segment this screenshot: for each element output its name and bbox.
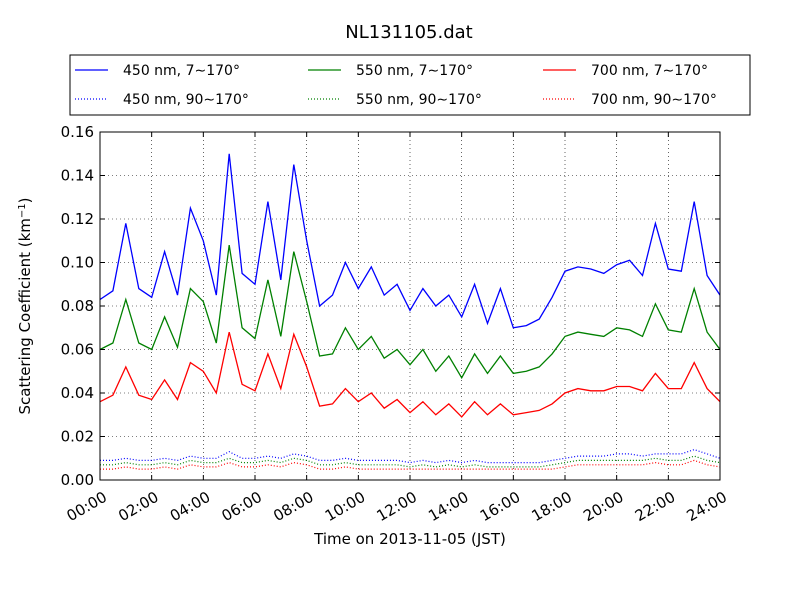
- series-line-1: [100, 244, 720, 380]
- series-line-4: [100, 455, 720, 468]
- legend: 450 nm, 7∼170° 550 nm, 7∼170° 700 nm, 7∼17…: [69, 54, 751, 116]
- y-axis-label-main: Scattering Coefficient (km: [16, 218, 34, 414]
- y-tick-label: 0.04: [61, 384, 94, 402]
- legend-label-0: 450 nm, 7∼170°: [123, 63, 240, 79]
- y-tick-label: 0.08: [61, 297, 94, 315]
- legend-box: [69, 54, 751, 116]
- legend-label-1: 550 nm, 7∼170°: [356, 63, 473, 79]
- series-line-3: [100, 448, 720, 464]
- x-axis-label: Time on 2013-11-05 (JST): [313, 530, 506, 548]
- y-tick-label: 0.16: [61, 123, 94, 141]
- legend-label-3: 450 nm, 90∼170°: [123, 92, 249, 108]
- y-tick-label: 0.06: [61, 341, 94, 359]
- legend-label-5: 700 nm, 90∼170°: [591, 92, 717, 108]
- y-tick-label: 0.02: [61, 428, 94, 446]
- series-layer: [99, 153, 721, 470]
- series-line-0: [100, 153, 720, 329]
- series-line-5: [100, 459, 720, 470]
- y-tick-label: 0.14: [61, 167, 94, 185]
- y-axis-label-unit: −1: [17, 203, 28, 218]
- legend-label-2: 700 nm, 7∼170°: [591, 63, 708, 79]
- y-tick-label: 0.12: [61, 210, 94, 228]
- y-tick-label: 0.00: [61, 471, 94, 489]
- chart-title: NL131105.dat: [345, 22, 472, 43]
- y-axis-label: Scattering Coefficient (km−1): [16, 197, 34, 414]
- series-line-2: [100, 331, 720, 418]
- legend-label-4: 550 nm, 90∼170°: [356, 92, 482, 108]
- y-axis-label-close: ): [16, 197, 34, 203]
- y-tick-label: 0.10: [61, 254, 94, 272]
